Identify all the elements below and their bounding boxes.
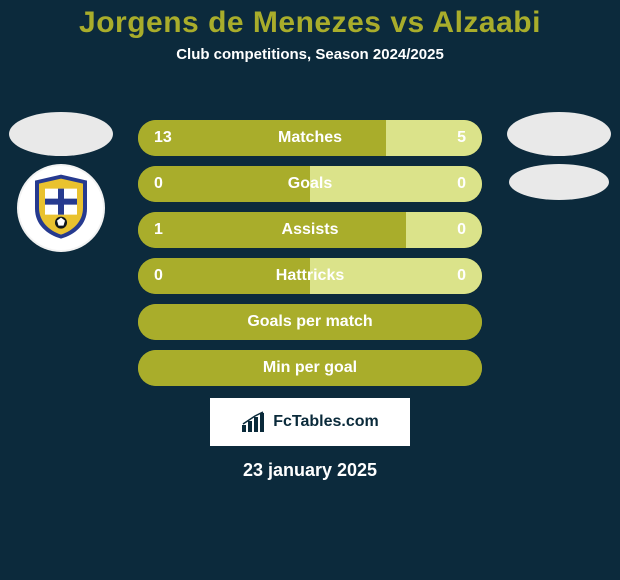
bar-label: Min per goal [263, 359, 357, 377]
bar-row: Hattricks 0 0 [138, 258, 482, 294]
bar-right-value: 0 [457, 175, 466, 193]
bar-left-value: 0 [154, 267, 163, 285]
bar-left-value: 1 [154, 221, 163, 239]
subtitle: Club competitions, Season 2024/2025 [0, 46, 620, 63]
bar-row: Assists 1 0 [138, 212, 482, 248]
bar-row: Matches 13 5 [138, 120, 482, 156]
bar-seg-left [138, 166, 310, 202]
player2-club-placeholder [509, 164, 609, 200]
fctables-brand-text: FcTables.com [273, 413, 379, 431]
bar-row: Goals 0 0 [138, 166, 482, 202]
player1-avatar-placeholder [9, 112, 113, 156]
bar-row: Goals per match [138, 304, 482, 340]
bar-label: Matches [278, 129, 342, 147]
bar-right-value: 0 [457, 221, 466, 239]
title-vs: vs [390, 6, 424, 39]
title-player2: Alzaabi [432, 6, 541, 39]
left-player-column [6, 112, 116, 252]
bar-seg-right [406, 212, 482, 248]
fctables-brand[interactable]: FcTables.com [210, 398, 410, 446]
bars-ascending-icon [241, 411, 267, 433]
bar-label: Goals per match [247, 313, 372, 331]
stage: Jorgens de Menezes vs Alzaabi Club compe… [0, 0, 620, 580]
date-line: 23 january 2025 [138, 460, 482, 481]
player1-club-badge [17, 164, 105, 252]
shield-icon [31, 173, 91, 241]
bar-right-value: 5 [457, 129, 466, 147]
player2-avatar-placeholder [507, 112, 611, 156]
bar-seg-left [138, 120, 386, 156]
bar-seg-right [386, 120, 482, 156]
bar-label: Assists [282, 221, 339, 239]
bar-label: Goals [288, 175, 332, 193]
bar-label: Hattricks [276, 267, 344, 285]
right-player-column [504, 112, 614, 208]
comparison-bars: Matches135Goals00Assists10Hattricks00Goa… [138, 120, 482, 481]
bar-right-value: 0 [457, 267, 466, 285]
page-title: Jorgens de Menezes vs Alzaabi [0, 0, 620, 40]
bar-left-value: 13 [154, 129, 172, 147]
bar-row: Min per goal [138, 350, 482, 386]
title-player1: Jorgens de Menezes [79, 6, 381, 39]
bar-left-value: 0 [154, 175, 163, 193]
bar-seg-left [138, 212, 406, 248]
